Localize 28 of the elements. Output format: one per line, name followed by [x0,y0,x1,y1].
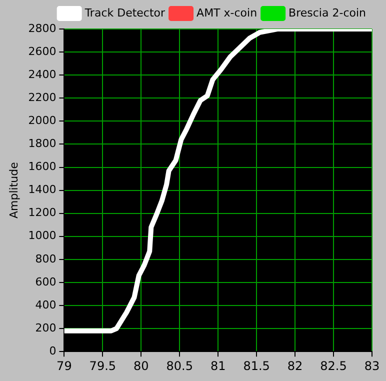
y-tick-label: 1200 [28,206,56,220]
y-tick-label: 1600 [28,160,56,174]
x-tick-label: 83 [364,358,380,373]
y-tick-label: 2600 [28,44,56,58]
x-tick-label: 79.5 [89,358,116,373]
x-tick-label: 82 [287,358,303,373]
x-tick-label: 82.5 [320,358,347,373]
y-tick-label: 2400 [28,68,56,81]
x-tick-label: 81.5 [243,358,270,373]
y-tick-label: 600 [35,275,56,288]
y-tick-label: 800 [35,252,56,266]
legend-label: AMT x-coin [196,6,258,20]
y-tick-label: 2200 [28,90,56,104]
y-tick-label: 1400 [28,183,56,196]
legend-label: Track Detector [84,6,166,20]
y-tick-label: 2000 [28,114,56,128]
y-tick-label: 2800 [28,22,56,35]
y-tick-label: 200 [35,321,56,334]
x-tick-label: 79 [56,358,72,373]
y-tick-label: 1800 [28,137,56,150]
x-tick-label: 80.5 [166,358,193,373]
y-tick-label: 1000 [28,229,56,242]
y-axis-title: Amplitude [7,162,20,218]
y-tick-label: 0 [49,344,56,358]
legend-label: Brescia 2-coin [288,6,366,20]
y-tick-label: 400 [35,298,56,312]
x-tick-label: 80 [134,358,149,373]
x-tick-label: 81 [210,358,226,373]
